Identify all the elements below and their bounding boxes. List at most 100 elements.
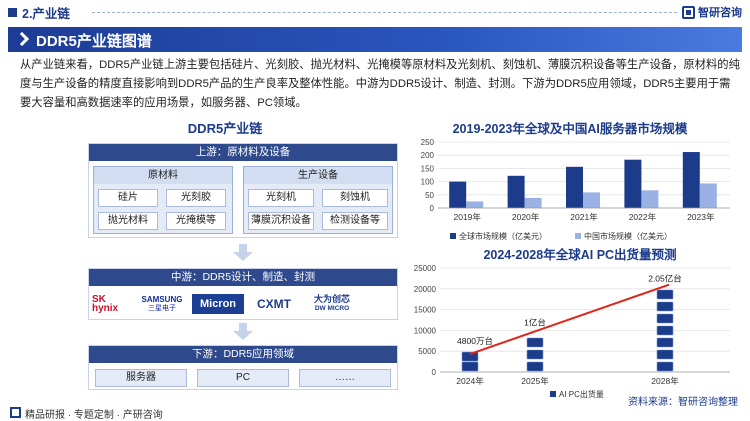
brand-text: SAMSUNG — [141, 295, 183, 304]
ai-pc-bar-segment — [461, 361, 479, 372]
banner-title: DDR5产业链图谱 — [36, 33, 152, 50]
equipment-item: 薄膜沉积设备 — [248, 212, 314, 230]
section-label: 2.产业链 — [22, 7, 70, 21]
equipment-item: 检测设备等 — [322, 212, 388, 230]
legend-label: 中国市场规模（亿美元） — [584, 231, 672, 241]
ai-pc-bar-segment — [656, 349, 674, 360]
legend-swatch — [575, 233, 581, 239]
downstream-item: …… — [299, 369, 391, 387]
bar-global — [507, 175, 525, 208]
chart1-title: 2019-2023年全球及中国AI服务器市场规模 — [452, 122, 688, 136]
downstream-item: 服务器 — [95, 369, 187, 387]
legend-label: AI PC出货量 — [559, 389, 604, 398]
downstream-header: 下游：DDR5应用领域 — [89, 346, 397, 363]
ai-pc-bar-segment — [656, 289, 674, 300]
footer: 精品研报 · 专题定制 · 产研咨询 资料来源：智研咨询整理 — [0, 397, 750, 421]
data-label: 2.05亿台 — [648, 274, 682, 284]
title-banner: DDR5产业链图谱 — [8, 27, 742, 52]
y-tick-label: 100 — [421, 178, 435, 187]
ai-pc-bar-segment — [656, 313, 674, 324]
ai-pc-shipment-chart: 0 5000 10000 15000 20000 25000 2024年 4800万台 2025… — [414, 264, 730, 398]
x-tick-label: 2021年 — [570, 212, 598, 222]
bar-china — [466, 201, 484, 208]
legend-swatch — [450, 233, 456, 239]
bar-global — [624, 159, 642, 208]
midstream-header: 中游：DDR5设计、制造、封测 — [89, 269, 397, 286]
bar-global — [449, 181, 467, 208]
brand-logo[interactable]: 智研咨询 — [682, 4, 742, 20]
brand-text: DW MICRO — [314, 305, 350, 312]
y-tick-label: 25000 — [414, 264, 437, 273]
materials-header: 原材料 — [94, 167, 232, 184]
ai-pc-bar-segment — [461, 351, 479, 362]
brand-micron: Micron — [192, 294, 244, 314]
y-tick-label: 150 — [421, 164, 435, 173]
x-tick-label: 2028年 — [651, 376, 679, 386]
materials-group: 原材料 硅片 光刻胶 抛光材料 光掩模等 — [93, 166, 233, 234]
ai-pc-bar-segment — [656, 337, 674, 348]
y-tick-label: 0 — [432, 368, 437, 377]
material-item: 抛光材料 — [98, 212, 158, 230]
chevron-right-icon — [14, 31, 30, 47]
material-item: 光刻胶 — [166, 189, 226, 207]
upstream-header: 上游：原材料及设备 — [89, 144, 397, 161]
down-arrow-icon — [233, 244, 253, 261]
downstream-item: PC — [197, 369, 289, 387]
logo-icon — [682, 5, 695, 19]
ai-pc-bar-segment — [526, 349, 544, 360]
y-tick-label: 0 — [430, 204, 435, 213]
down-arrow-icon — [233, 323, 253, 340]
brand-text: CXMT — [257, 297, 291, 311]
x-tick-label: 2020年 — [512, 212, 540, 222]
brand-text: 大为创芯 — [313, 294, 350, 304]
y-tick-label: 15000 — [414, 306, 437, 315]
y-tick-label: 5000 — [418, 347, 436, 356]
bar-global — [566, 166, 583, 208]
x-tick-label: 2023年 — [687, 212, 715, 222]
bar-china — [699, 183, 717, 208]
trend-line — [469, 283, 670, 355]
downstream-tier: 下游：DDR5应用领域 服务器 PC …… — [88, 345, 398, 390]
equipment-group: 生产设备 光刻机 刻蚀机 薄膜沉积设备 检测设备等 — [243, 166, 393, 234]
y-tick-label: 250 — [421, 138, 435, 147]
x-tick-label: 2024年 — [456, 376, 484, 386]
equipment-item: 光刻机 — [248, 189, 314, 207]
ai-pc-bar-segment — [526, 337, 544, 348]
bar-global — [682, 152, 700, 208]
chart2-title: 2024-2028年全球AI PC出货量预测 — [483, 248, 677, 262]
top-bar: 2.产业链 智研咨询 — [0, 0, 750, 24]
ai-pc-bar-segment — [526, 361, 544, 372]
upstream-tier: 上游：原材料及设备 原材料 硅片 光刻胶 抛光材料 光掩模等 生产设备 光刻机 … — [88, 143, 398, 238]
bar-china — [524, 197, 542, 208]
brand-samsung: SAMSUNG 三星电子 — [138, 294, 186, 314]
equipment-header: 生产设备 — [244, 167, 392, 184]
bar-china — [641, 190, 659, 208]
y-tick-label: 200 — [421, 151, 435, 160]
x-tick-label: 2022年 — [629, 212, 657, 222]
data-label: 4800万台 — [457, 336, 493, 346]
ai-server-market-chart: 0 50 100 150 200 250 2019年 2020年 2021年 2022年 2023年… — [421, 138, 730, 241]
brand-cxmt: CXMT — [250, 294, 298, 314]
intro-paragraph: 从产业链来看，DDR5产业链上游主要包括硅片、光刻胶、抛光材料、光掩模等原材料及… — [20, 59, 740, 109]
section-square-icon — [8, 8, 17, 17]
ai-pc-bar-segment — [656, 361, 674, 372]
chain-title: DDR5产业链 — [187, 121, 263, 136]
legend-swatch — [550, 391, 556, 397]
brand-text: 三星电子 — [148, 305, 176, 312]
footer-tagline: 精品研报 · 专题定制 · 产研咨询 — [25, 410, 163, 421]
legend-label: 全球市场规模（亿美元） — [459, 231, 547, 241]
brand-dw-micro: 大为创芯 DW MICRO — [304, 294, 360, 314]
bar-china — [583, 192, 600, 208]
ai-pc-bar-segment — [656, 301, 674, 312]
brand-text: SK hynix — [92, 294, 119, 314]
y-tick-label: 20000 — [414, 285, 437, 294]
material-item: 硅片 — [98, 189, 158, 207]
brand-sk-hynix: SK hynix — [92, 294, 134, 314]
footer-logo-icon — [10, 407, 21, 418]
data-label: 1亿台 — [524, 317, 546, 327]
brand-text: Micron — [199, 298, 237, 310]
top-divider — [92, 12, 677, 13]
equipment-item: 刻蚀机 — [322, 189, 388, 207]
ai-pc-bar-segment — [656, 325, 674, 336]
x-tick-label: 2025年 — [521, 376, 549, 386]
